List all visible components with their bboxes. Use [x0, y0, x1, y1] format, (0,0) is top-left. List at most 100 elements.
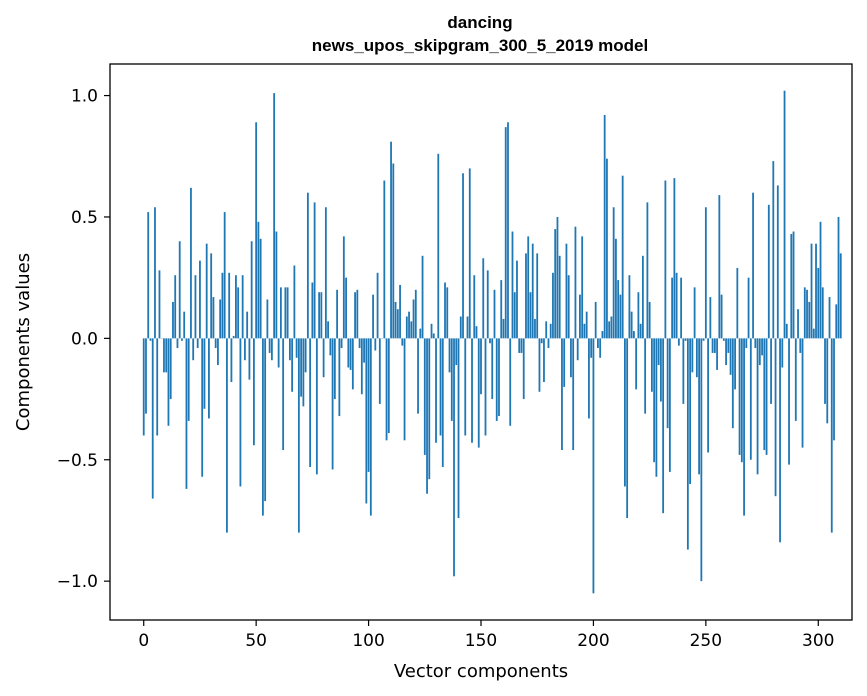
bar [772, 161, 775, 339]
bar [212, 297, 215, 339]
bar [324, 207, 327, 339]
bar [538, 338, 541, 392]
bar [439, 338, 442, 436]
bar [228, 272, 231, 339]
bar [558, 255, 561, 339]
bar [282, 338, 285, 451]
bar [426, 338, 428, 494]
bar [626, 338, 629, 519]
bar [385, 338, 388, 441]
bar [250, 241, 253, 339]
bar [145, 338, 147, 414]
bar [702, 338, 705, 341]
bar [255, 122, 258, 339]
bar [653, 338, 656, 463]
bar [322, 338, 325, 378]
bar [601, 331, 604, 339]
bar [839, 253, 842, 339]
bar [828, 297, 831, 339]
bar [758, 338, 761, 366]
bar [617, 280, 620, 339]
bar [516, 260, 518, 339]
bar [534, 318, 536, 339]
bar [262, 338, 264, 516]
bar [277, 338, 280, 368]
bar [297, 338, 300, 533]
bar [657, 338, 660, 366]
bar [797, 309, 799, 339]
bar [554, 229, 557, 339]
bar [446, 287, 449, 339]
bar [448, 338, 451, 373]
bar [230, 338, 233, 383]
bar [536, 253, 539, 339]
x-tick-label: 50 [245, 631, 267, 651]
bar [731, 338, 734, 429]
bar [520, 338, 523, 353]
bar [327, 321, 329, 339]
y-tick-label: −0.5 [57, 451, 98, 471]
x-tick-label: 300 [802, 631, 834, 651]
bar [313, 202, 316, 339]
bar [803, 287, 806, 339]
bar [774, 338, 777, 497]
bar [621, 175, 624, 339]
bar [776, 185, 779, 339]
bar [331, 338, 334, 470]
bar [646, 202, 649, 339]
x-tick-label: 150 [465, 631, 497, 651]
bar [740, 338, 743, 463]
bar [592, 338, 595, 594]
bar [498, 338, 500, 417]
bar [511, 231, 514, 339]
bar [399, 284, 401, 339]
bar [655, 338, 658, 477]
bar [178, 241, 181, 339]
bar [149, 338, 152, 341]
bar [662, 338, 665, 514]
bar [594, 301, 597, 339]
bar [253, 338, 255, 446]
bar [700, 338, 703, 582]
y-axis-ticks: −1.0 −0.5 0.0 0.5 1.0 [57, 87, 110, 592]
bar [810, 243, 813, 339]
bar [484, 338, 487, 436]
bar [799, 338, 802, 353]
x-tick-label: 0 [138, 631, 149, 651]
bar [383, 180, 386, 339]
bar [232, 335, 235, 339]
bar [156, 338, 159, 436]
bar [552, 272, 554, 339]
bar [549, 323, 552, 339]
bar [540, 338, 543, 344]
bar [754, 338, 757, 349]
bar [372, 294, 374, 339]
bar [441, 338, 444, 468]
bar [365, 338, 368, 504]
bar [682, 338, 685, 404]
bar [763, 338, 766, 451]
bar [378, 338, 381, 404]
bar [565, 243, 568, 339]
bar [783, 90, 786, 339]
bar [576, 338, 579, 361]
bar [794, 338, 797, 421]
bar [432, 333, 435, 339]
bar [394, 301, 397, 339]
bar [707, 338, 709, 453]
bar [239, 338, 242, 487]
bar [812, 328, 815, 339]
bar [695, 338, 698, 378]
bar [518, 338, 521, 353]
x-tick-label: 100 [352, 631, 384, 651]
y-axis-label: Components values [13, 253, 34, 431]
y-tick-label: −1.0 [57, 572, 98, 592]
bar [779, 338, 781, 543]
bar [246, 311, 249, 339]
bar [689, 338, 692, 485]
bar [342, 236, 345, 339]
bar [709, 297, 712, 339]
bar [208, 338, 210, 419]
bar [291, 338, 294, 392]
bar [819, 221, 822, 339]
